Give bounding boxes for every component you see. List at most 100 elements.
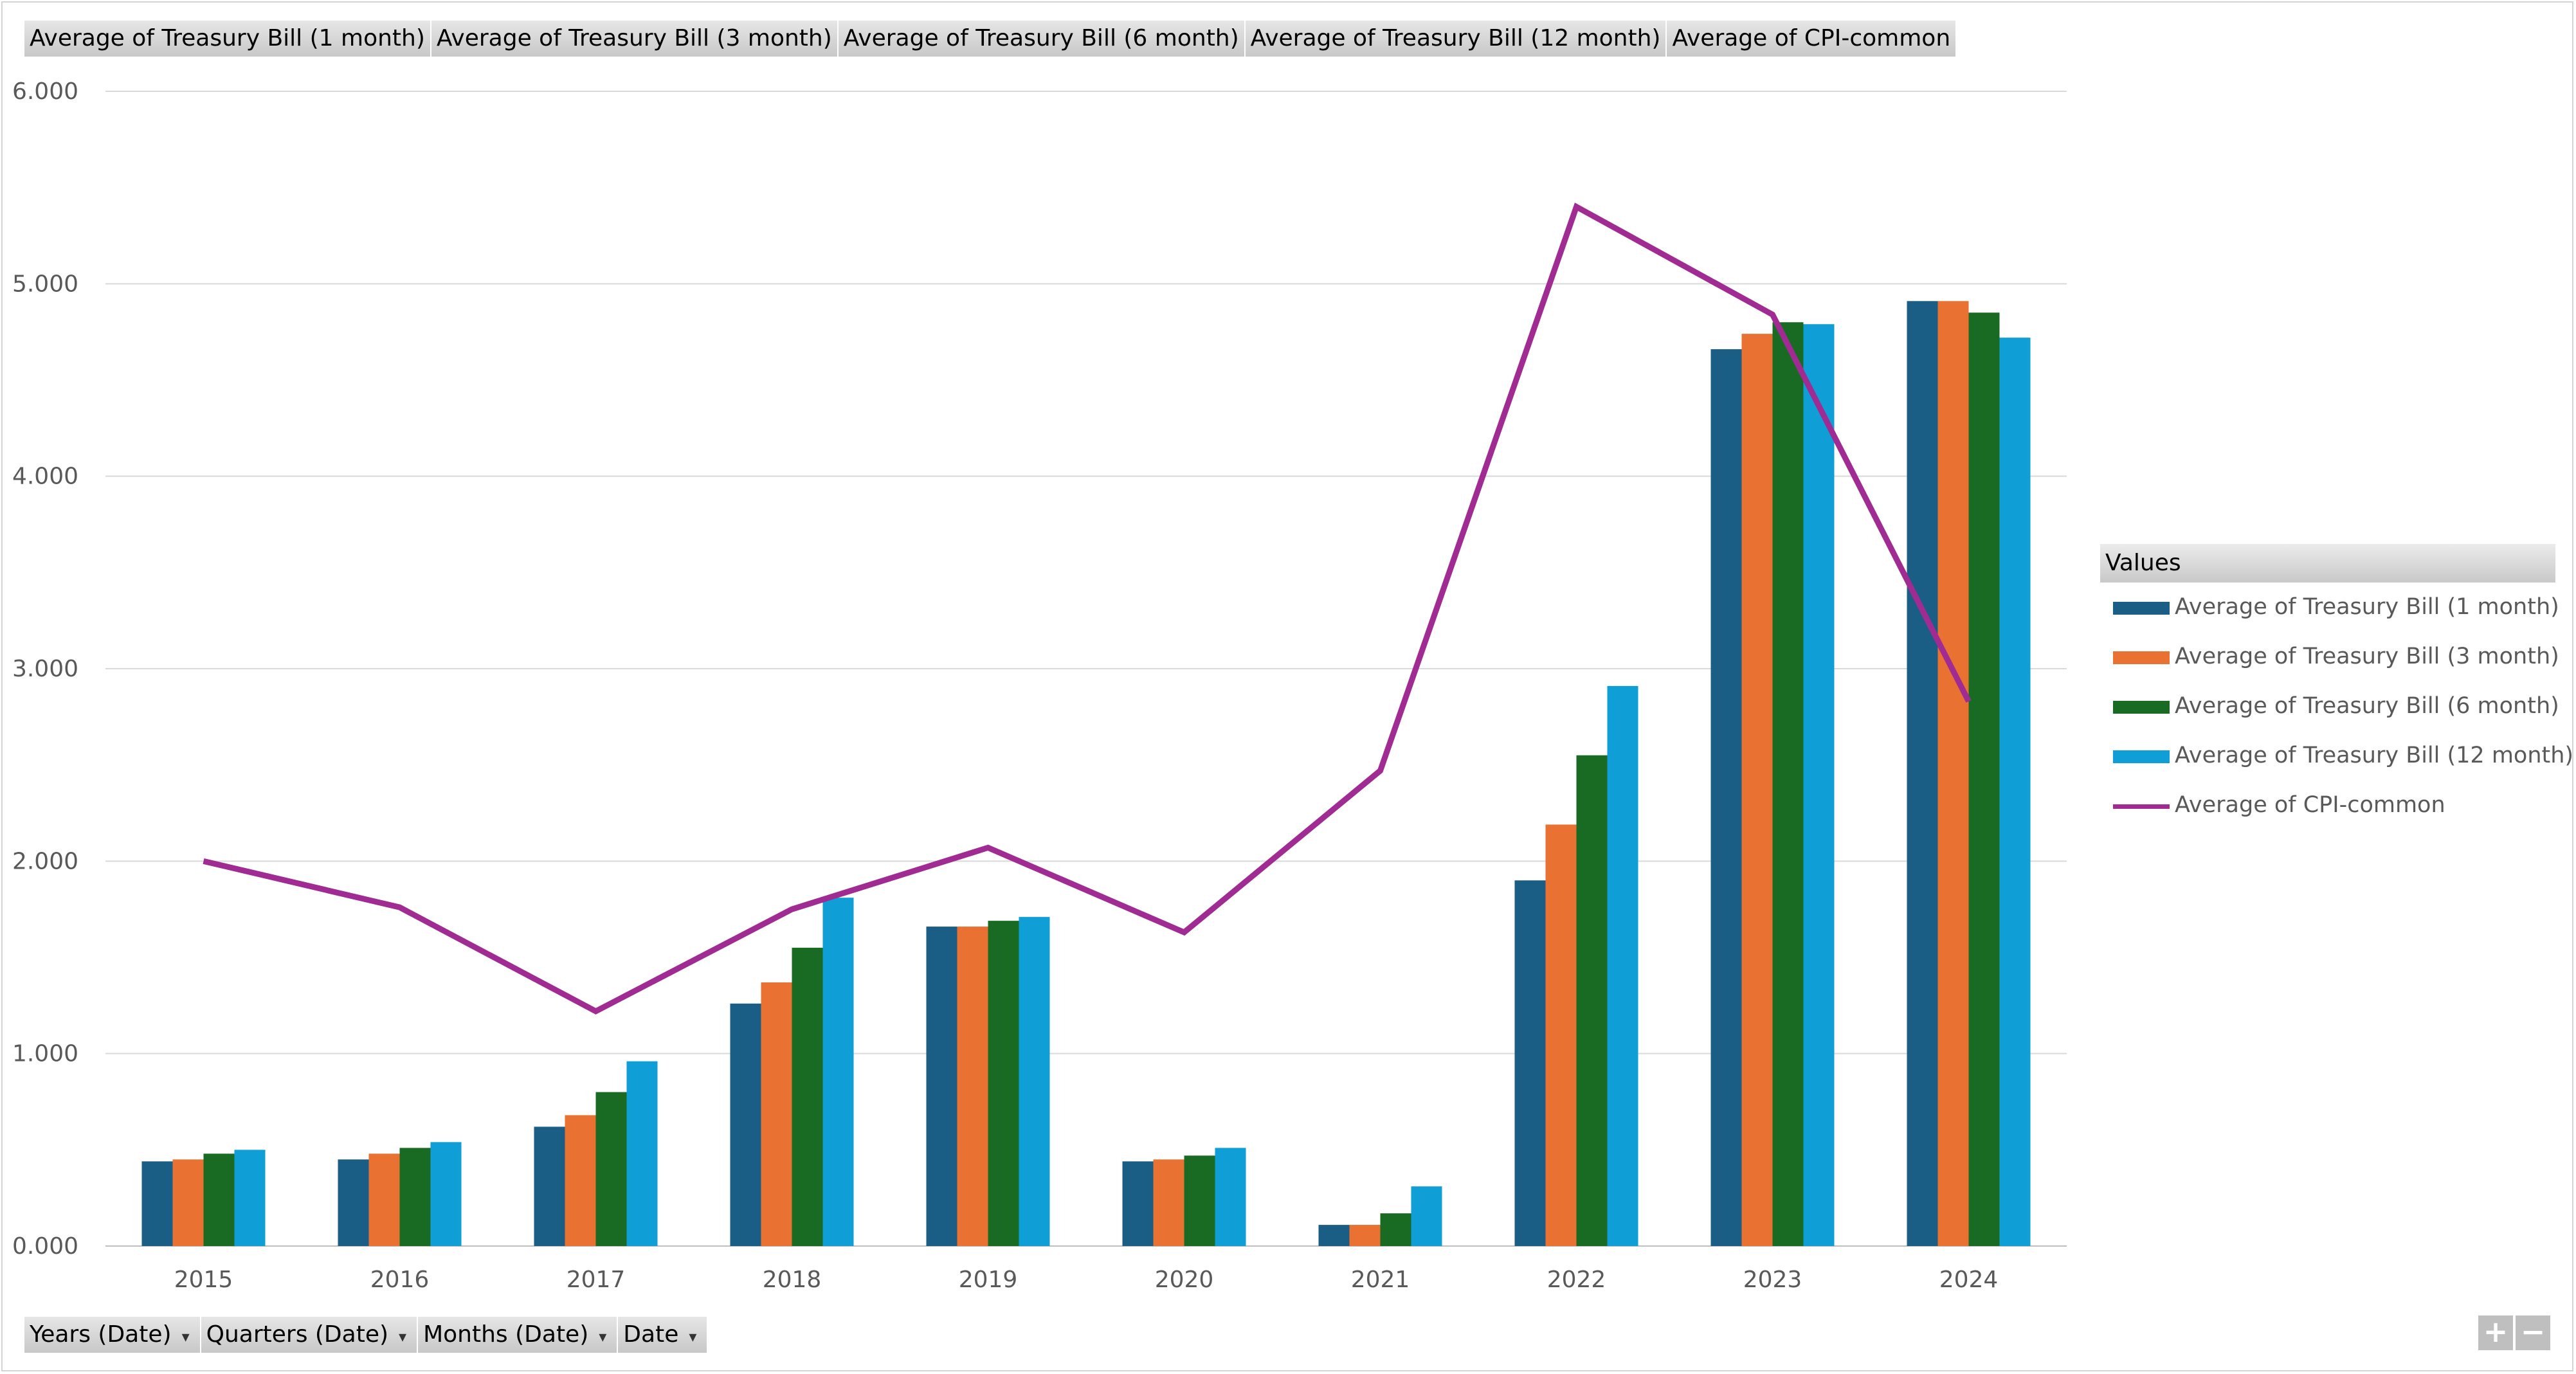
bar-tbill-12m-2015 bbox=[234, 1150, 266, 1246]
field-button-years-label: Years (Date) bbox=[30, 1321, 172, 1348]
bar-tbill-12m-2016 bbox=[430, 1142, 462, 1246]
bar-tbill-6m-2015 bbox=[203, 1153, 235, 1246]
legend-item-tbill-1m[interactable]: Average of Treasury Bill (1 month) bbox=[2100, 583, 2559, 632]
field-button-tbill-3m[interactable]: Average of Treasury Bill (3 month) bbox=[431, 21, 837, 57]
bar-tbill-1m-2023 bbox=[1710, 349, 1742, 1246]
bar-tbill-6m-2016 bbox=[399, 1148, 431, 1246]
legend-item-tbill-3m[interactable]: Average of Treasury Bill (3 month) bbox=[2100, 632, 2559, 682]
bar-tbill-3m-2019 bbox=[957, 927, 988, 1246]
field-button-tbill-6m[interactable]: Average of Treasury Bill (6 month) bbox=[838, 21, 1244, 57]
legend-item-cpi-common[interactable]: Average of CPI-common bbox=[2100, 781, 2555, 830]
x-tick-label: 2020 bbox=[1155, 1267, 1214, 1293]
field-button-quarters[interactable]: Quarters (Date) ▾ bbox=[201, 1317, 417, 1353]
chevron-down-icon[interactable]: ▾ bbox=[399, 1328, 407, 1346]
field-button-months[interactable]: Months (Date) ▾ bbox=[418, 1317, 617, 1353]
bar-tbill-6m-2024 bbox=[1968, 312, 2000, 1246]
x-tick-label: 2022 bbox=[1547, 1267, 1606, 1293]
legend-swatch-cpi-common bbox=[2113, 804, 2170, 809]
bar-tbill-3m-2016 bbox=[368, 1153, 400, 1246]
bar-tbill-1m-2019 bbox=[926, 927, 957, 1246]
x-tick-label: 2017 bbox=[567, 1267, 626, 1293]
legend-item-tbill-12m[interactable]: Average of Treasury Bill (12 month) bbox=[2100, 731, 2573, 781]
field-button-date-label: Date bbox=[623, 1321, 679, 1348]
field-button-years[interactable]: Years (Date) ▾ bbox=[24, 1317, 200, 1353]
x-tick-label: 2024 bbox=[1939, 1267, 1999, 1293]
legend-label-tbill-6m: Average of Treasury Bill (6 month) bbox=[2175, 693, 2559, 719]
x-tick-label: 2021 bbox=[1351, 1267, 1410, 1293]
bar-tbill-1m-2018 bbox=[730, 1003, 761, 1246]
y-tick-label: 3.000 bbox=[12, 656, 78, 682]
field-button-tbill-1m[interactable]: Average of Treasury Bill (1 month) bbox=[24, 21, 430, 57]
y-tick-label: 6.000 bbox=[12, 78, 78, 105]
chevron-down-icon[interactable]: ▾ bbox=[599, 1328, 607, 1346]
field-button-cpi-common[interactable]: Average of CPI-common bbox=[1667, 21, 1956, 57]
bar-tbill-12m-2019 bbox=[1019, 917, 1050, 1246]
legend-label-tbill-3m: Average of Treasury Bill (3 month) bbox=[2175, 644, 2559, 669]
bars bbox=[141, 301, 2031, 1247]
bar-tbill-12m-2022 bbox=[1607, 685, 1638, 1246]
chevron-down-icon[interactable]: ▾ bbox=[689, 1328, 697, 1346]
y-tick-label: 5.000 bbox=[12, 271, 78, 297]
bar-tbill-1m-2016 bbox=[338, 1159, 369, 1246]
x-tick-label: 2019 bbox=[959, 1267, 1018, 1293]
bar-tbill-1m-2022 bbox=[1514, 880, 1546, 1246]
bar-tbill-3m-2020 bbox=[1153, 1159, 1184, 1246]
legend-swatch-tbill-1m bbox=[2113, 602, 2170, 615]
bar-tbill-3m-2017 bbox=[565, 1115, 596, 1246]
legend-item-tbill-6m[interactable]: Average of Treasury Bill (6 month) bbox=[2100, 682, 2559, 731]
x-axis-tick-labels: 2015 2016 2017 2018 2019 2020 2021 2022 2023 2024 bbox=[174, 1267, 1999, 1293]
legend-swatch-tbill-12m bbox=[2113, 750, 2170, 763]
bar-tbill-6m-2022 bbox=[1576, 755, 1608, 1246]
legend-label-tbill-1m: Average of Treasury Bill (1 month) bbox=[2175, 594, 2559, 620]
legend-label-cpi-common: Average of CPI-common bbox=[2175, 792, 2445, 818]
legend-title: Values bbox=[2100, 544, 2555, 583]
bar-tbill-3m-2024 bbox=[1937, 301, 1969, 1247]
legend-label-tbill-12m: Average of Treasury Bill (12 month) bbox=[2175, 743, 2574, 768]
x-tick-label: 2018 bbox=[763, 1267, 822, 1293]
bar-tbill-6m-2023 bbox=[1772, 322, 1804, 1247]
bar-tbill-1m-2021 bbox=[1318, 1225, 1350, 1246]
legend-swatch-tbill-3m bbox=[2113, 651, 2170, 664]
axis-field-buttons: Years (Date) ▾ Quarters (Date) ▾ Months (D… bbox=[24, 1317, 707, 1353]
x-tick-label: 2015 bbox=[174, 1267, 233, 1293]
field-button-months-label: Months (Date) bbox=[423, 1321, 589, 1348]
y-tick-label: 2.000 bbox=[12, 848, 78, 874]
chevron-down-icon[interactable]: ▾ bbox=[181, 1328, 190, 1346]
bar-tbill-12m-2020 bbox=[1215, 1148, 1246, 1246]
bar-tbill-3m-2015 bbox=[172, 1159, 204, 1246]
bar-tbill-12m-2023 bbox=[1803, 324, 1835, 1246]
bar-tbill-1m-2015 bbox=[141, 1161, 173, 1246]
x-tick-label: 2023 bbox=[1743, 1267, 1802, 1293]
bar-tbill-6m-2017 bbox=[595, 1092, 627, 1246]
y-tick-label: 4.000 bbox=[12, 464, 78, 490]
bar-tbill-3m-2023 bbox=[1741, 334, 1773, 1247]
x-tick-label: 2016 bbox=[370, 1267, 430, 1293]
cpi-common-line bbox=[203, 203, 1972, 1015]
legend-swatch-tbill-6m bbox=[2113, 701, 2170, 714]
bar-tbill-3m-2022 bbox=[1545, 824, 1577, 1246]
bar-tbill-6m-2020 bbox=[1184, 1155, 1215, 1246]
y-tick-label: 1.000 bbox=[12, 1041, 78, 1067]
bar-tbill-3m-2018 bbox=[761, 982, 792, 1246]
field-button-quarters-label: Quarters (Date) bbox=[206, 1321, 389, 1348]
bar-tbill-12m-2024 bbox=[1999, 338, 2031, 1246]
cpi-line bbox=[203, 203, 1972, 1015]
zoom-out-button[interactable]: − bbox=[2516, 1315, 2550, 1350]
bar-tbill-6m-2021 bbox=[1380, 1213, 1411, 1246]
bar-tbill-6m-2019 bbox=[988, 921, 1019, 1246]
y-axis-tick-labels: 0.000 1.000 2.000 3.000 4.000 5.000 6.000 bbox=[12, 78, 78, 1260]
value-field-buttons: Average of Treasury Bill (1 month) Avera… bbox=[24, 21, 1956, 57]
bar-tbill-1m-2017 bbox=[534, 1126, 565, 1246]
field-button-tbill-12m[interactable]: Average of Treasury Bill (12 month) bbox=[1245, 21, 1666, 57]
bar-tbill-12m-2018 bbox=[822, 898, 854, 1246]
bar-tbill-12m-2021 bbox=[1411, 1186, 1442, 1246]
bar-tbill-6m-2018 bbox=[792, 948, 823, 1246]
y-tick-label: 0.000 bbox=[12, 1233, 78, 1260]
legend: Values Average of Treasury Bill (1 month… bbox=[2100, 544, 2573, 830]
zoom-in-button[interactable]: + bbox=[2478, 1315, 2513, 1350]
bar-tbill-1m-2020 bbox=[1122, 1161, 1154, 1246]
bar-tbill-12m-2017 bbox=[626, 1061, 658, 1246]
field-button-date[interactable]: Date ▾ bbox=[618, 1317, 707, 1353]
